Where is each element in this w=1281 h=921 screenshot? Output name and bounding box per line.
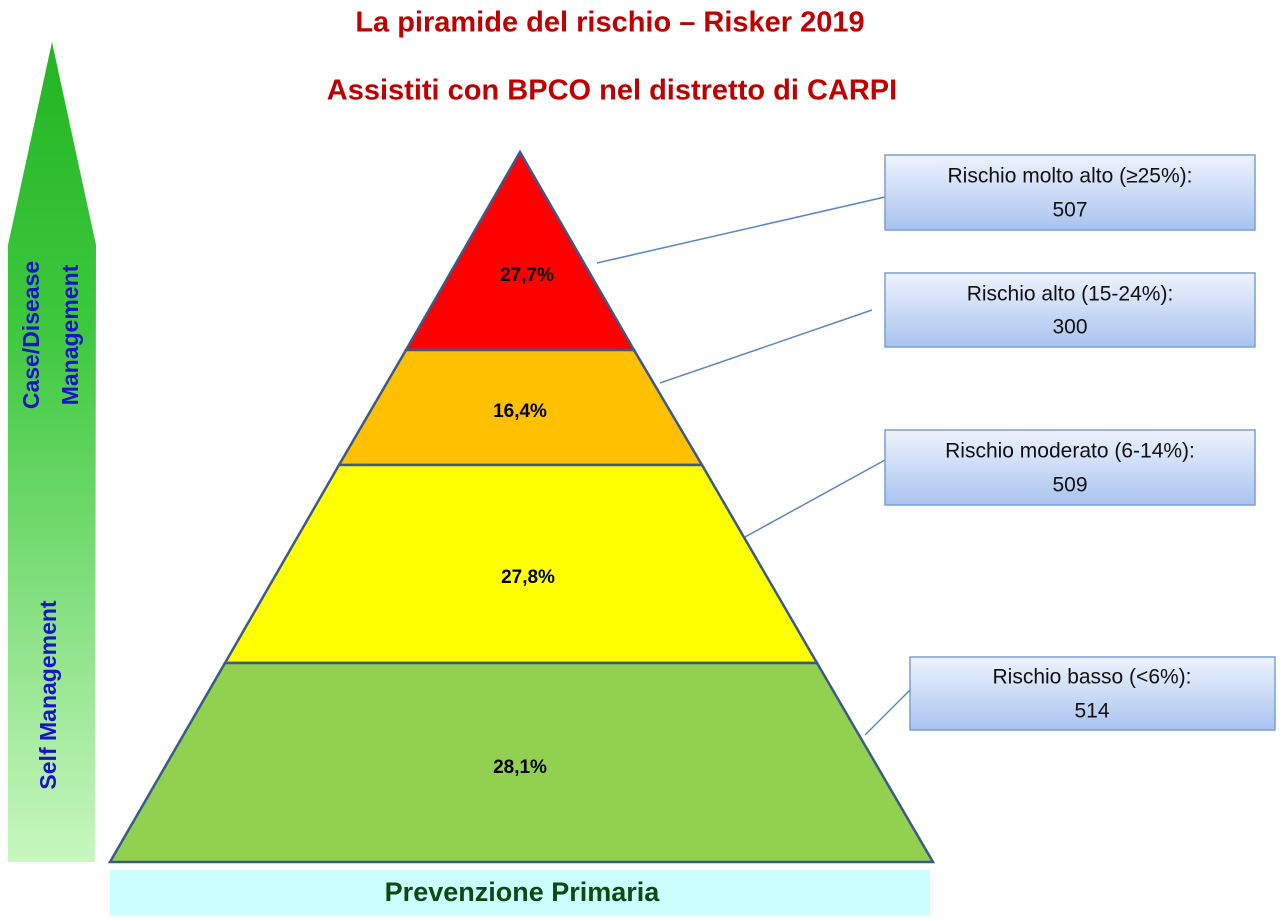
boxes xyxy=(884,154,1276,731)
level xyxy=(403,149,637,352)
box-count: 514 xyxy=(1074,700,1109,723)
arrow-label: Self Management xyxy=(35,600,61,789)
box-count: 507 xyxy=(1052,199,1087,222)
box-label: Rischio alto (15-24%): xyxy=(967,283,1174,306)
base-bar xyxy=(110,870,930,916)
box-label: Rischio molto alto (≥25%): xyxy=(948,165,1193,188)
percent: 16,4% xyxy=(493,401,547,422)
arrow xyxy=(8,42,96,862)
connectors xyxy=(596,196,911,736)
arrow-label: Case/Disease xyxy=(18,261,44,409)
pyramid xyxy=(107,149,936,864)
arrow-label: Management xyxy=(57,264,83,405)
title: La piramide del rischio – Risker 2019 xyxy=(355,7,864,39)
percent: 27,8% xyxy=(501,567,555,588)
percent: 28,1% xyxy=(493,757,547,778)
box-count: 509 xyxy=(1052,474,1087,497)
percent: 27,7% xyxy=(500,265,554,286)
box-count: 300 xyxy=(1052,316,1087,339)
level xyxy=(107,661,936,864)
base-label: Prevenzione Primaria xyxy=(385,877,661,907)
level xyxy=(222,463,820,665)
box-label: Rischio moderato (6-14%): xyxy=(945,440,1195,463)
subtitle: Assistiti con BPCO nel distretto di CARP… xyxy=(327,75,897,107)
box-label: Rischio basso (<6%): xyxy=(993,666,1192,689)
